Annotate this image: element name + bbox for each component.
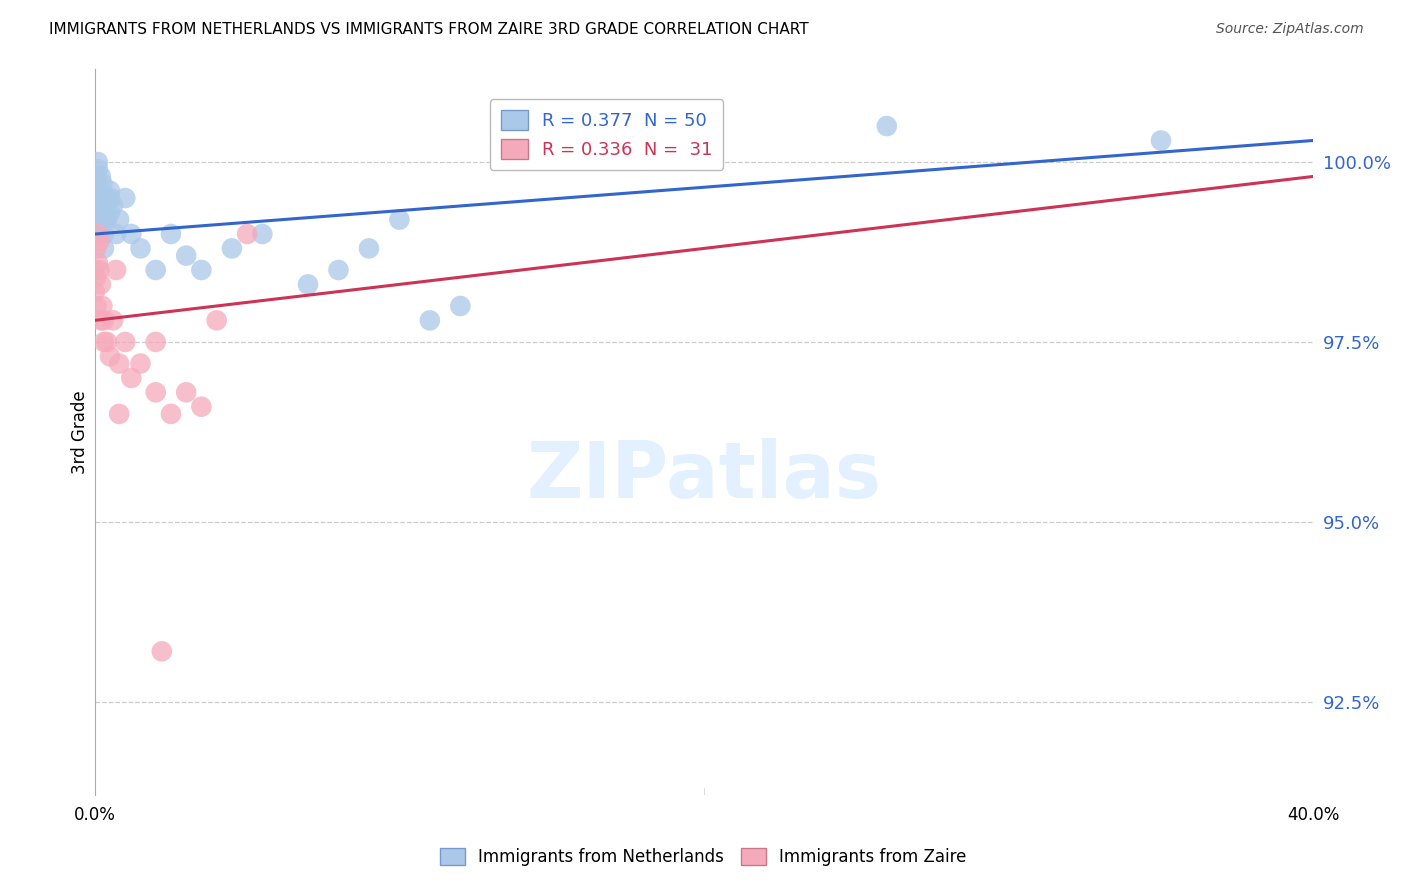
Point bbox=[108, 357, 131, 371]
Point bbox=[83, 191, 105, 205]
Point bbox=[108, 407, 131, 421]
Point bbox=[98, 349, 121, 363]
Point bbox=[160, 407, 183, 421]
Point bbox=[129, 357, 152, 371]
Point bbox=[190, 263, 212, 277]
Text: IMMIGRANTS FROM NETHERLANDS VS IMMIGRANTS FROM ZAIRE 3RD GRADE CORRELATION CHART: IMMIGRANTS FROM NETHERLANDS VS IMMIGRANT… bbox=[49, 22, 808, 37]
Point bbox=[83, 285, 105, 299]
Point bbox=[90, 169, 112, 184]
Point bbox=[120, 227, 142, 241]
Point bbox=[83, 263, 105, 277]
Point bbox=[90, 205, 112, 219]
Point bbox=[87, 162, 110, 177]
Point bbox=[160, 227, 183, 241]
Y-axis label: 3rd Grade: 3rd Grade bbox=[72, 390, 89, 474]
Point bbox=[357, 241, 380, 255]
Point bbox=[86, 219, 108, 234]
Point bbox=[328, 263, 350, 277]
Point bbox=[96, 212, 118, 227]
Point bbox=[174, 385, 197, 400]
Point bbox=[91, 205, 114, 219]
Legend: R = 0.377  N = 50, R = 0.336  N =  31: R = 0.377 N = 50, R = 0.336 N = 31 bbox=[489, 99, 724, 169]
Point bbox=[105, 263, 128, 277]
Point bbox=[108, 212, 131, 227]
Point bbox=[89, 212, 111, 227]
Point bbox=[94, 212, 117, 227]
Point bbox=[98, 205, 121, 219]
Point bbox=[221, 241, 243, 255]
Point bbox=[120, 371, 142, 385]
Point bbox=[87, 184, 110, 198]
Point bbox=[87, 184, 110, 198]
Point bbox=[190, 400, 212, 414]
Point bbox=[96, 191, 118, 205]
Point bbox=[98, 184, 121, 198]
Point bbox=[93, 241, 115, 255]
Point bbox=[90, 219, 112, 234]
Point bbox=[174, 249, 197, 263]
Point bbox=[89, 191, 111, 205]
Point bbox=[90, 313, 112, 327]
Point bbox=[205, 313, 228, 327]
Point bbox=[89, 263, 111, 277]
Point bbox=[90, 277, 112, 292]
Point bbox=[101, 198, 124, 212]
Point bbox=[86, 270, 108, 285]
Point bbox=[1150, 133, 1173, 147]
Point bbox=[86, 198, 108, 212]
Point bbox=[93, 198, 115, 212]
Point bbox=[114, 334, 136, 349]
Point bbox=[145, 385, 167, 400]
Point bbox=[93, 313, 115, 327]
Point bbox=[105, 227, 128, 241]
Point bbox=[252, 227, 274, 241]
Point bbox=[89, 191, 111, 205]
Point bbox=[90, 198, 112, 212]
Point bbox=[101, 313, 124, 327]
Point bbox=[83, 227, 105, 241]
Point bbox=[114, 191, 136, 205]
Point bbox=[129, 241, 152, 255]
Point bbox=[96, 334, 118, 349]
Text: Source: ZipAtlas.com: Source: ZipAtlas.com bbox=[1216, 22, 1364, 37]
Point bbox=[145, 334, 167, 349]
Point bbox=[876, 119, 898, 133]
Point bbox=[87, 155, 110, 169]
Point bbox=[93, 334, 115, 349]
Point bbox=[145, 263, 167, 277]
Text: 0.0%: 0.0% bbox=[75, 806, 115, 824]
Point bbox=[83, 169, 105, 184]
Point bbox=[91, 299, 114, 313]
Point bbox=[236, 227, 259, 241]
Point bbox=[83, 205, 105, 219]
Point bbox=[86, 299, 108, 313]
Point bbox=[150, 644, 173, 658]
Point bbox=[87, 256, 110, 270]
Text: 40.0%: 40.0% bbox=[1286, 806, 1340, 824]
Text: ZIPatlas: ZIPatlas bbox=[526, 437, 882, 514]
Point bbox=[93, 227, 115, 241]
Point bbox=[98, 191, 121, 205]
Point bbox=[86, 169, 108, 184]
Point bbox=[449, 299, 471, 313]
Point bbox=[297, 277, 319, 292]
Point bbox=[87, 227, 110, 241]
Legend: Immigrants from Netherlands, Immigrants from Zaire: Immigrants from Netherlands, Immigrants … bbox=[433, 841, 973, 873]
Point bbox=[86, 241, 108, 255]
Point bbox=[86, 177, 108, 191]
Point bbox=[388, 212, 411, 227]
Point bbox=[91, 177, 114, 191]
Point bbox=[419, 313, 441, 327]
Point bbox=[89, 234, 111, 248]
